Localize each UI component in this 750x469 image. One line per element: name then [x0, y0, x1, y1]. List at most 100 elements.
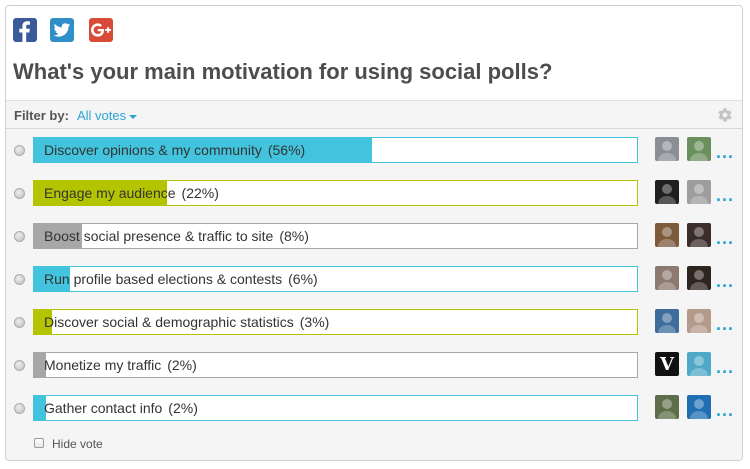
avatar-letter: V — [660, 353, 674, 375]
option-bar-fill — [34, 224, 83, 248]
person-silhouette-icon — [690, 184, 708, 204]
voter-avatar[interactable] — [687, 180, 711, 204]
person-silhouette-icon — [658, 399, 676, 419]
voter-avatar[interactable] — [687, 309, 711, 333]
person-silhouette-icon — [658, 270, 676, 290]
gear-icon — [718, 108, 732, 122]
option-radio[interactable] — [14, 274, 25, 285]
option-label: Discover opinions & my community — [44, 142, 262, 158]
option-bar-fill — [34, 353, 47, 377]
option-radio[interactable] — [14, 317, 25, 328]
person-silhouette-icon — [690, 399, 708, 419]
option-label: Monetize my traffic — [44, 357, 162, 373]
option-percent: (8%) — [279, 228, 309, 244]
option-radio[interactable] — [14, 231, 25, 242]
option-label: Discover social & demographic statistics — [44, 314, 294, 330]
more-voters-link[interactable]: ... — [716, 400, 735, 420]
voter-avatar[interactable] — [655, 309, 679, 333]
more-voters-link[interactable]: ... — [716, 357, 735, 377]
twitter-bird-icon — [53, 23, 71, 37]
poll-option: Boost social presence & traffic to site (… — [6, 223, 742, 249]
option-result-bar[interactable]: Run profile based elections & contests (6… — [33, 266, 638, 292]
poll-option: Engage my audience (22%)... — [6, 180, 742, 206]
option-percent: (56%) — [267, 142, 306, 158]
option-radio[interactable] — [14, 145, 25, 156]
voter-avatar[interactable] — [655, 395, 679, 419]
person-silhouette-icon — [658, 227, 676, 247]
person-silhouette-icon — [658, 313, 676, 333]
person-silhouette-icon — [658, 141, 676, 161]
voter-avatar[interactable] — [687, 352, 711, 376]
poll-widget: What's your main motivation for using so… — [5, 5, 743, 461]
option-radio[interactable] — [14, 360, 25, 371]
poll-option: Discover social & demographic statistics… — [6, 309, 742, 335]
more-voters-link[interactable]: ... — [716, 228, 735, 248]
poll-option: Run profile based elections & contests (6… — [6, 266, 742, 292]
poll-question: What's your main motivation for using so… — [13, 59, 553, 84]
option-percent: (3%) — [299, 314, 330, 330]
option-result-bar[interactable]: Gather contact info (2%) — [33, 395, 638, 421]
poll-option: Monetize my traffic (2%) V... — [6, 352, 742, 378]
filter-selected-value: All votes — [77, 108, 127, 123]
person-silhouette-icon — [690, 227, 708, 247]
option-text: Discover social & demographic statistics… — [44, 314, 329, 330]
poll-option: Discover opinions & my community (56%)... — [6, 137, 742, 163]
voter-avatar[interactable] — [655, 266, 679, 290]
voter-avatar[interactable] — [655, 223, 679, 247]
person-silhouette-icon — [690, 313, 708, 333]
option-label: Boost social presence & traffic to site — [44, 228, 274, 244]
person-silhouette-icon — [690, 356, 708, 376]
option-text: Engage my audience (22%) — [44, 185, 219, 201]
option-result-bar[interactable]: Boost social presence & traffic to site (… — [33, 223, 638, 249]
option-result-bar[interactable]: Discover social & demographic statistics… — [33, 309, 638, 335]
option-bar-fill — [34, 267, 71, 291]
voter-avatar[interactable] — [687, 395, 711, 419]
option-radio[interactable] — [14, 188, 25, 199]
person-silhouette-icon — [658, 184, 676, 204]
filter-bar: Filter by: All votes — [6, 100, 742, 129]
option-text: Gather contact info (2%) — [44, 400, 198, 416]
option-result-bar[interactable]: Monetize my traffic (2%) — [33, 352, 638, 378]
option-bar-fill — [34, 310, 53, 334]
option-text: Monetize my traffic (2%) — [44, 357, 197, 373]
option-text: Boost social presence & traffic to site (… — [44, 228, 309, 244]
option-bar-fill — [34, 396, 47, 420]
more-voters-link[interactable]: ... — [716, 314, 735, 334]
option-percent: (2%) — [167, 357, 197, 373]
filter-label: Filter by: — [14, 108, 69, 123]
option-text: Discover opinions & my community (56%) — [44, 142, 305, 158]
twitter-share-button[interactable] — [50, 18, 74, 42]
more-voters-link[interactable]: ... — [716, 185, 735, 205]
more-voters-link[interactable]: ... — [716, 271, 735, 291]
facebook-f-icon — [19, 21, 30, 42]
facebook-share-button[interactable] — [13, 18, 37, 42]
hide-vote-label: Hide vote — [52, 437, 103, 451]
option-radio[interactable] — [14, 403, 25, 414]
option-bar-fill — [34, 138, 372, 162]
voter-avatar[interactable] — [687, 137, 711, 161]
google-plus-share-button[interactable] — [89, 18, 113, 42]
caret-down-icon — [129, 114, 138, 119]
option-label: Engage my audience — [44, 185, 176, 201]
voter-avatar[interactable] — [655, 180, 679, 204]
option-percent: (6%) — [288, 271, 318, 287]
poll-option: Gather contact info (2%)... — [6, 395, 742, 421]
voter-avatar[interactable]: V — [655, 352, 679, 376]
settings-button[interactable] — [717, 107, 733, 128]
person-silhouette-icon — [690, 270, 708, 290]
google-plus-icon — [91, 23, 111, 37]
option-label: Run profile based elections & contests — [44, 271, 283, 287]
voter-avatar[interactable] — [655, 137, 679, 161]
option-percent: (2%) — [168, 400, 198, 416]
voter-avatar[interactable] — [687, 266, 711, 290]
filter-dropdown[interactable]: All votes — [77, 108, 138, 123]
voter-avatar[interactable] — [687, 223, 711, 247]
option-result-bar[interactable]: Discover opinions & my community (56%) — [33, 137, 638, 163]
option-label: Gather contact info — [44, 400, 163, 416]
more-voters-link[interactable]: ... — [716, 142, 735, 162]
hide-vote-checkbox[interactable] — [34, 438, 44, 448]
option-text: Run profile based elections & contests (6… — [44, 271, 318, 287]
option-result-bar[interactable]: Engage my audience (22%) — [33, 180, 638, 206]
person-silhouette-icon — [690, 141, 708, 161]
option-bar-fill — [34, 181, 167, 205]
